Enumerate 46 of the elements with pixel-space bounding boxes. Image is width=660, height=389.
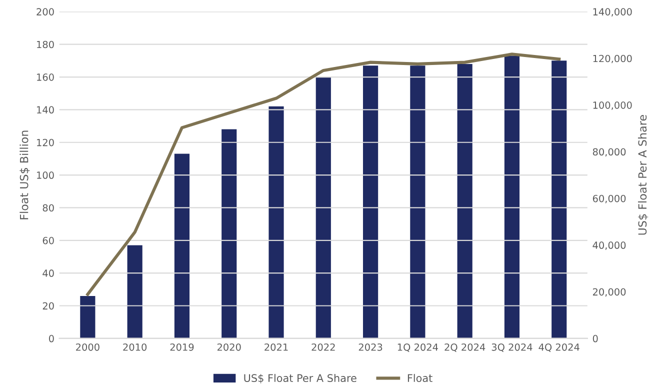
y-tick-label: 160 [37, 74, 54, 81]
x-tick-label: 2022 [312, 343, 335, 351]
y2-tick-label: 20,000 [592, 288, 626, 297]
bar [174, 154, 190, 338]
y2-tick-label: 140,000 [593, 8, 632, 16]
x-tick-label: 2010 [123, 343, 147, 351]
bar [127, 245, 142, 338]
y2-tick-label: 0 [592, 334, 598, 342]
y-tick-label: 20 [42, 302, 54, 310]
y-tick-label: 180 [37, 40, 54, 48]
y-axis-title: Float US$ Billion [20, 130, 30, 220]
y2-tick-label: 120,000 [593, 54, 632, 64]
line-series [86, 52, 561, 296]
x-tick-label: 1Q 2024 [398, 343, 438, 352]
bar [552, 60, 567, 338]
bar [268, 106, 284, 338]
legend-label: Float [408, 374, 432, 382]
x-tick-label: 2000 [76, 343, 100, 351]
y2-tick-label: 40,000 [592, 242, 626, 250]
y-tick-label: 40 [42, 270, 54, 277]
y2-axis-title: US$ Float Per A Share [638, 115, 648, 235]
bar [504, 56, 520, 338]
x-tick-label: 4Q 2024 [538, 343, 580, 352]
legend-label: US$ Float Per A Share [244, 374, 356, 384]
y-tick-label: 100 [37, 172, 54, 179]
y2-tick-label: 100,000 [593, 102, 632, 110]
bar [80, 296, 96, 338]
bar [316, 77, 331, 338]
y-tick-label: 200 [36, 8, 54, 16]
y-tick-label: 120 [37, 138, 54, 146]
x-tick-label: 2Q 2024 [444, 343, 486, 352]
y-tick-label: 140 [37, 106, 54, 114]
y-tick-label: 80 [42, 204, 54, 212]
y2-tick-label: 80,000 [592, 148, 626, 157]
y2-tick-label: 60,000 [592, 194, 626, 204]
x-tick-label: 2019 [170, 343, 194, 351]
x-tick-label: 2023 [358, 343, 382, 351]
y-tick-label: 60 [42, 236, 54, 244]
bar [363, 66, 378, 338]
x-tick-label: 2020 [217, 343, 241, 351]
bar [222, 129, 237, 338]
x-tick-label: 3Q 2024 [492, 343, 532, 352]
y-tick-label: 0 [48, 334, 54, 342]
bar [457, 64, 472, 338]
bar [410, 66, 426, 338]
x-tick-label: 2021 [264, 343, 288, 351]
